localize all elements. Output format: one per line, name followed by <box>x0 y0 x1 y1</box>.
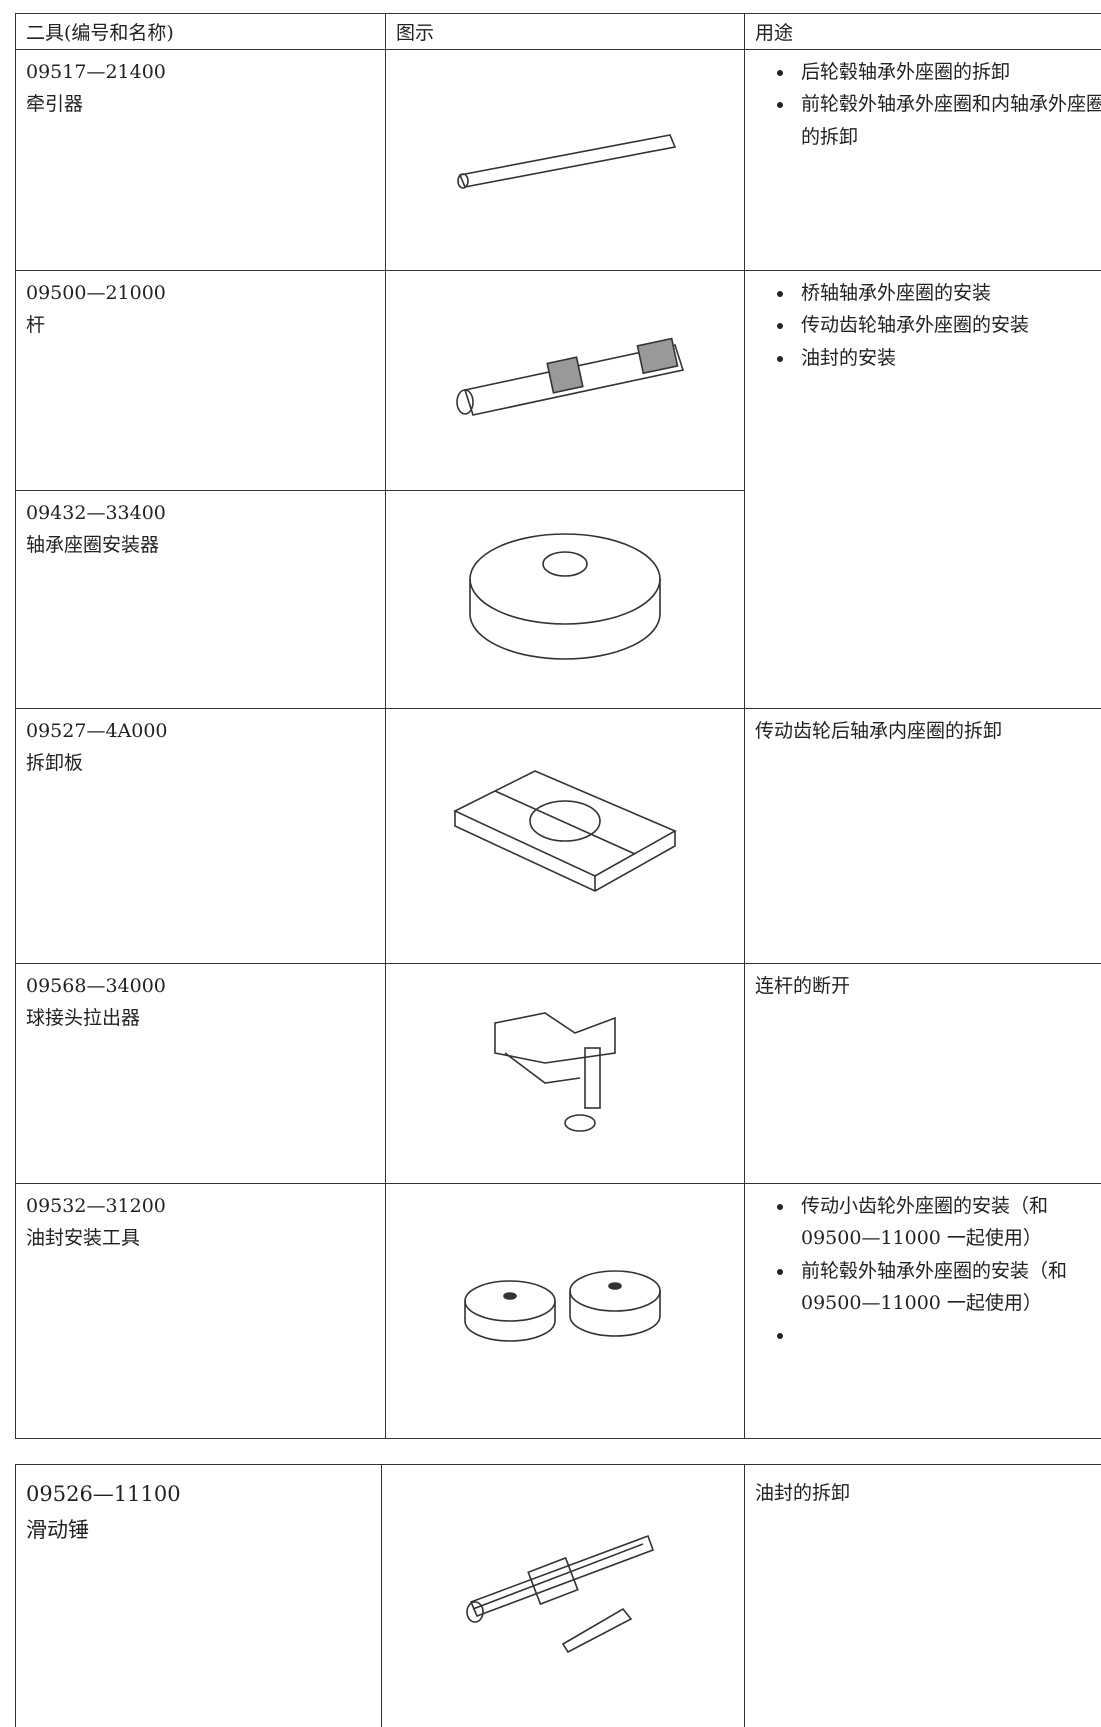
tool-table: 09526—11100 滑动锤 油封的拆卸 <box>15 1464 1101 1727</box>
tool-cell: 09500—21000 杆 <box>15 270 386 491</box>
header-cell: 用途 <box>744 13 1101 50</box>
tool-cell: 09568—34000 球接头拉出器 <box>15 963 386 1184</box>
usage-item: 传动小齿轮外座圈的安装（和 09500—11000 一起使用） <box>795 1190 1101 1255</box>
tool-name: 轴承座圈安装器 <box>26 534 160 557</box>
usage-text: 油封的拆卸 <box>755 1482 851 1504</box>
usage-text: 连杆的断开 <box>755 975 851 997</box>
rod-illustration <box>457 133 677 189</box>
illustration-cell <box>381 1464 745 1727</box>
usage-item: 传动齿轮轴承外座圈的安装 <box>795 309 1101 341</box>
seal-tool-illustration <box>464 1270 661 1342</box>
bar-illustration <box>456 337 685 417</box>
puller-illustration <box>494 1012 616 1133</box>
tool-table: 二具(编号和名称) 图示 用途 09517—21400 牵引器 后轮毂轴承外座圈的… <box>15 13 1101 1439</box>
usage-cell: 桥轴轴承外座圈的安装传动齿轮轴承外座圈的安装油封的安装 <box>744 270 1101 709</box>
usage-cell: 油封的拆卸 <box>744 1464 1101 1727</box>
usage-item: 油封的安装 <box>795 342 1101 374</box>
tool-name: 拆卸板 <box>26 752 84 775</box>
tool-cell: 09532—31200 油封安装工具 <box>15 1183 386 1439</box>
illustration-cell <box>385 1183 745 1439</box>
tool-cell: 09432—33400 轴承座圈安装器 <box>15 490 386 709</box>
hammer-illustration <box>466 1535 655 1654</box>
tool-name: 球接头拉出器 <box>26 1007 141 1030</box>
plate-illustration <box>453 769 677 892</box>
illustration-cell <box>385 490 745 709</box>
code: 09517—21400 <box>26 61 166 83</box>
illustration-cell <box>385 49 745 271</box>
tool-cell: 09527—4A000 拆卸板 <box>15 708 386 964</box>
tool-cell: 09526—11100 滑动锤 <box>15 1464 382 1727</box>
usage-item: 后轮毂轴承外座圈的拆卸 <box>795 56 1101 88</box>
tool-name: 杆 <box>26 314 46 337</box>
code: 09532—31200 <box>26 1195 166 1217</box>
code: 09527—4A000 <box>26 720 168 742</box>
code: 09432—33400 <box>26 502 166 524</box>
illustration-cell <box>385 270 745 491</box>
usage-item <box>795 1319 1101 1351</box>
usage-cell: 传动齿轮后轴承内座圈的拆卸 <box>744 708 1101 964</box>
usage-item: 桥轴轴承外座圈的安装 <box>795 277 1101 309</box>
tool-cell: 09517—21400 牵引器 <box>15 49 386 271</box>
usage-item: 前轮毂外轴承外座圈的安装（和 09500—11000 一起使用） <box>795 1255 1101 1320</box>
usage-cell: 传动小齿轮外座圈的安装（和 09500—11000 一起使用）前轮毂外轴承外座圈… <box>744 1183 1101 1439</box>
tool-name: 滑动锤 <box>26 1517 89 1542</box>
tool-name: 油封安装工具 <box>26 1227 141 1250</box>
usage-cell: 连杆的断开 <box>744 963 1101 1184</box>
usage-item: 前轮毂外轴承外座圈和内轴承外座圈的拆卸 <box>795 88 1101 153</box>
usage-cell: 后轮毂轴承外座圈的拆卸前轮毂外轴承外座圈和内轴承外座圈的拆卸 <box>744 49 1101 271</box>
header-cell: 二具(编号和名称) <box>15 13 386 50</box>
usage-text: 传动齿轮后轴承内座圈的拆卸 <box>755 720 1003 742</box>
header-cell: 图示 <box>385 13 745 50</box>
illustration-cell <box>385 708 745 964</box>
code: 09500—21000 <box>26 282 166 304</box>
code: 09526—11100 <box>26 1482 181 1506</box>
tool-name: 牵引器 <box>26 93 84 116</box>
disc-illustration <box>469 533 661 661</box>
illustration-cell <box>385 963 745 1184</box>
code: 09568—34000 <box>26 975 166 997</box>
